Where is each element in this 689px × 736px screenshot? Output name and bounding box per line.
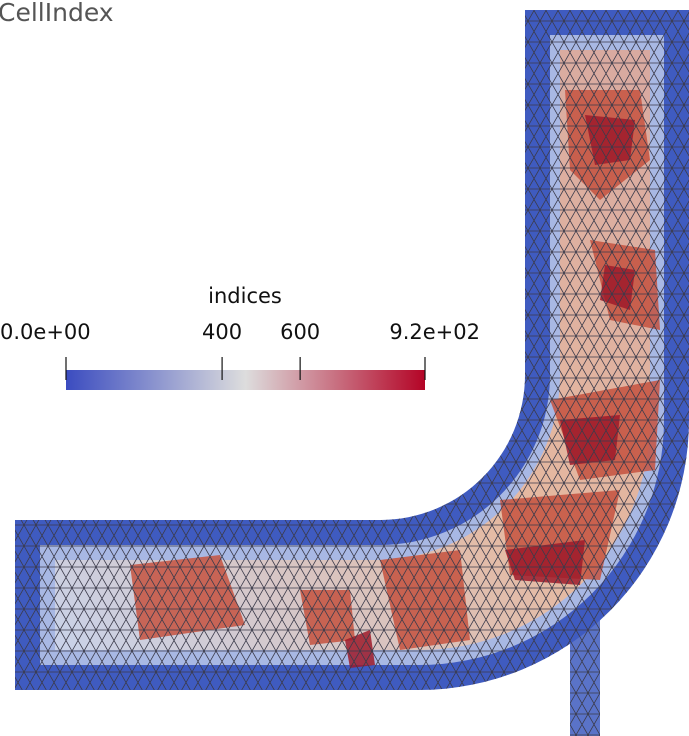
view-title: CellIndex: [0, 0, 114, 27]
mesh: [0, 0, 689, 736]
colorbar-tick-label: 0.0e+00: [0, 320, 91, 344]
colorbar: [66, 370, 425, 390]
colorbar-tick-label: 400: [202, 320, 242, 344]
view: CellIndex indices 0.0e+00 400 600 9.2e+02: [0, 0, 689, 736]
colorbar-tick-label: 600: [280, 320, 320, 344]
colorbar-title: indices: [208, 284, 282, 308]
colorbar-tick-label: 9.2e+02: [389, 320, 480, 344]
